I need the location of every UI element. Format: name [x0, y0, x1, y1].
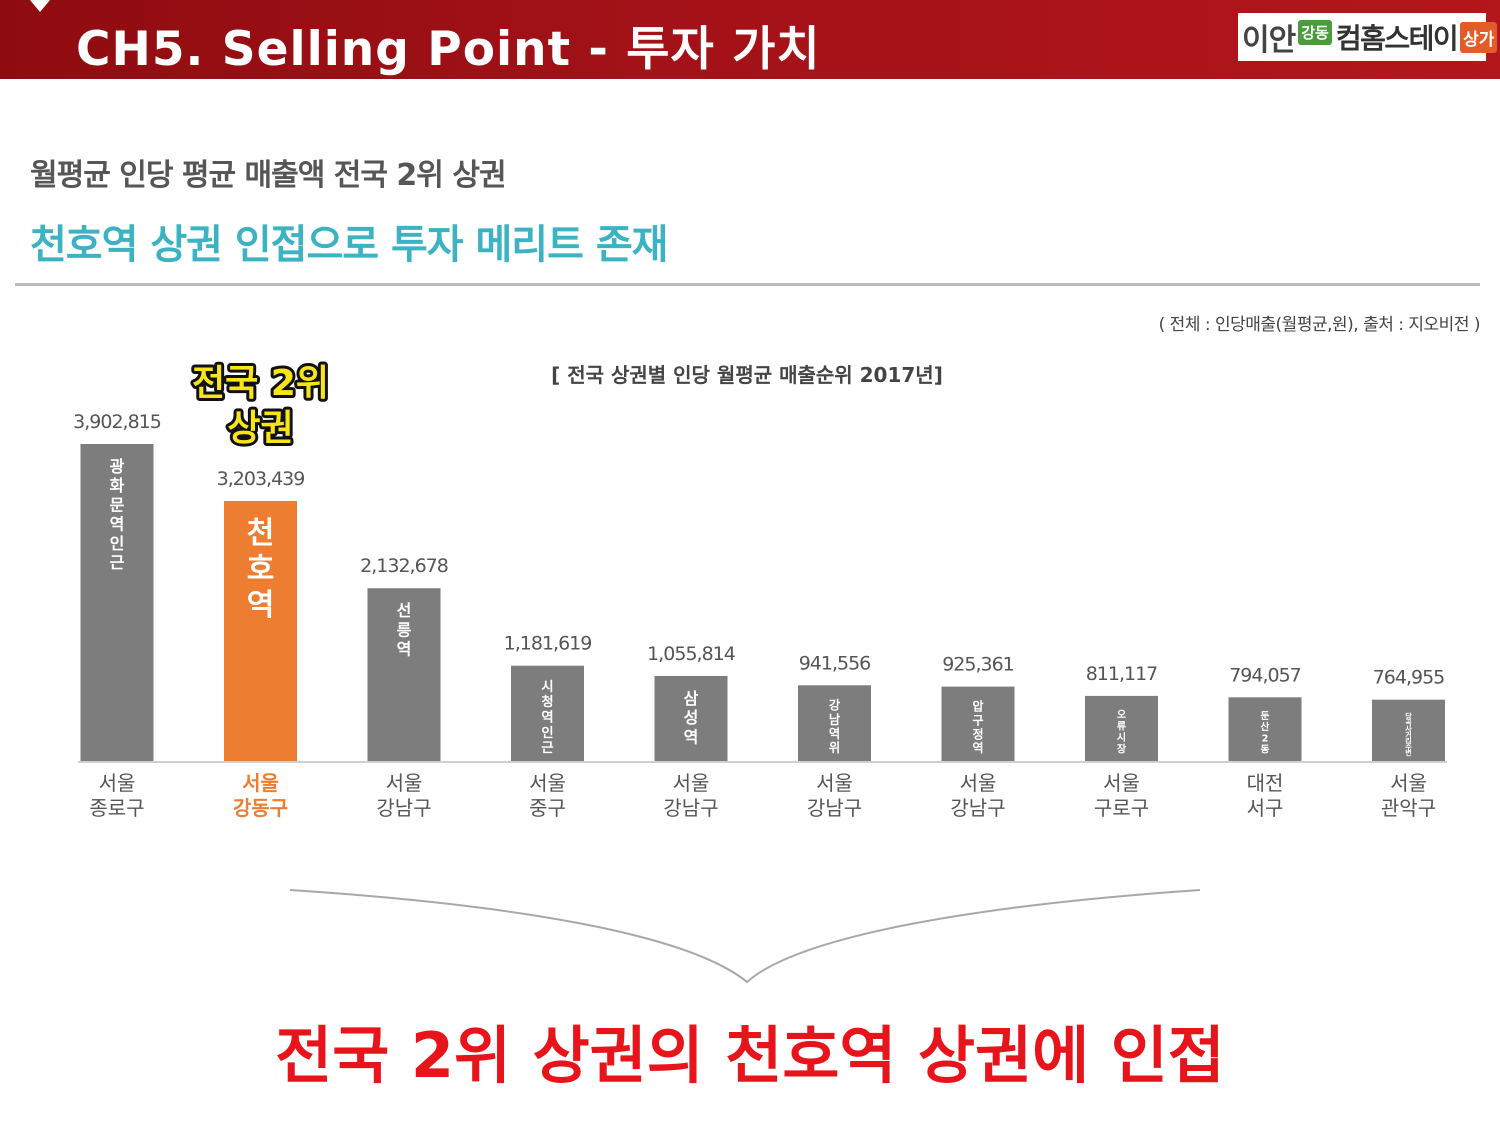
- value-label-1: 3,203,439: [217, 468, 305, 490]
- category-label-3: 서울 중구: [529, 771, 566, 820]
- header-bar: CH5. Selling Point - 투자 가치 이안 강동 컴홈스테이 상…: [0, 0, 1500, 79]
- subtitle-merit: 천호역 상권 인접으로 투자 메리트 존재: [30, 222, 668, 268]
- bar-2: [367, 588, 441, 762]
- logo-badge-green: 강동: [1298, 19, 1332, 45]
- logo-badge-red: 상가: [1460, 21, 1498, 53]
- value-label-6: 925,361: [942, 654, 1014, 676]
- category-label-8: 대전 서구: [1247, 771, 1284, 820]
- category-label-9: 서울 관악구: [1381, 771, 1436, 820]
- value-label-2: 2,132,678: [360, 555, 448, 577]
- logo-name-text: 컴홈스테이: [1335, 22, 1459, 55]
- category-label-0: 서울 종로구: [89, 771, 144, 820]
- page-title: CH5. Selling Point - 투자 가치: [76, 22, 821, 77]
- bar-4: [654, 675, 728, 762]
- value-label-4: 1,055,814: [647, 643, 736, 665]
- bar-0: [80, 444, 154, 762]
- category-label-4: 서울 강남구: [663, 771, 718, 820]
- category-label-1: 서울 강동구: [233, 771, 288, 820]
- subtitle-ranking: 월평균 인당 평균 매출액 전국 2위 상권: [30, 158, 507, 193]
- bar-5: [798, 685, 871, 762]
- section-divider: [15, 283, 1480, 286]
- conclusion-brace: [289, 889, 1201, 984]
- value-label-3: 1,181,619: [504, 633, 592, 655]
- value-label-8: 794,057: [1229, 664, 1301, 686]
- conclusion-text: 전국 2위 상권의 천호역 상권에 인접: [275, 1019, 1225, 1092]
- value-label-7: 811,117: [1086, 663, 1158, 685]
- bar-1: [224, 500, 297, 762]
- value-label-5: 941,556: [799, 652, 871, 674]
- bar-9: [1372, 699, 1445, 762]
- chart-source-note: ( 전체 : 인당매출(월평균,원), 출처 : 지오비전 ): [1158, 315, 1481, 335]
- callout-line-0: 전국 2위: [192, 363, 329, 404]
- category-label-6: 서울 강남구: [950, 771, 1005, 820]
- bar-6: [941, 686, 1015, 762]
- bar-8: [1228, 697, 1302, 762]
- value-label-0: 3,902,815: [73, 411, 161, 433]
- header-notch: [30, 0, 50, 12]
- category-label-7: 서울 구로구: [1094, 771, 1149, 820]
- category-label-2: 서울 강남구: [376, 771, 431, 820]
- bar-7: [1085, 695, 1158, 762]
- callout-line-1: 상권: [227, 408, 293, 449]
- bars-group: 3,902,815 광 화 문 역 인 근서울 종로구 3,203,439 천 호 역서울 강동구 2,1…: [73, 411, 1445, 820]
- value-label-9: 764,955: [1373, 667, 1445, 689]
- category-label-5: 서울 강남구: [807, 771, 862, 820]
- brand-logo: 이안 강동 컴홈스테이 상가: [1238, 13, 1498, 61]
- logo-main-text: 이안: [1242, 23, 1296, 58]
- bar-3: [511, 665, 584, 762]
- chart-title: [ 전국 상권별 인당 월평균 매출순위 2017년]: [551, 363, 943, 387]
